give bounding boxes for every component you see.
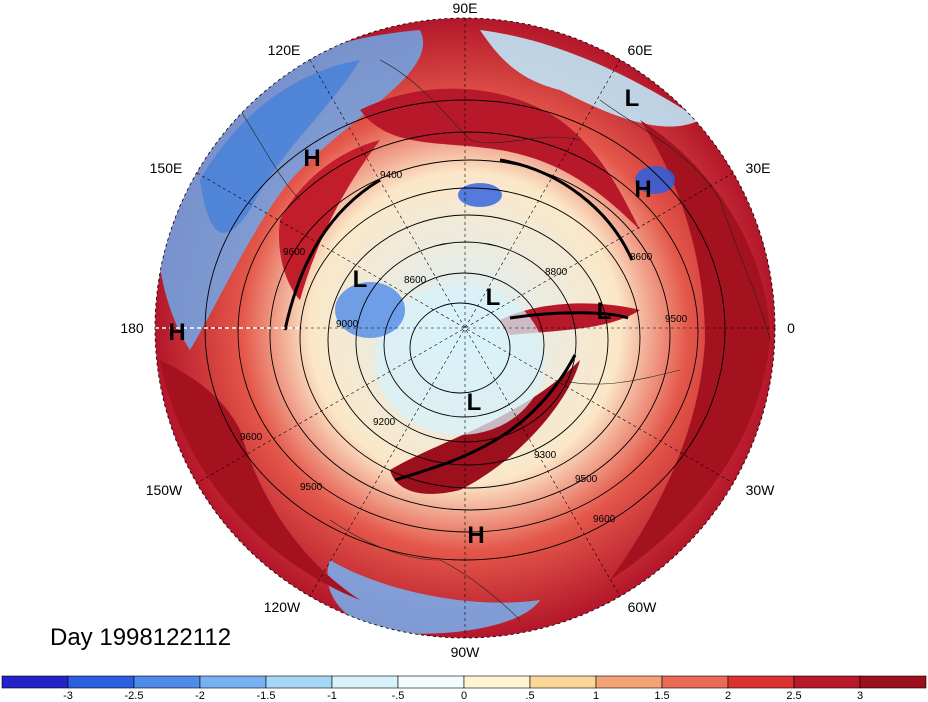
contour-label: 9500	[665, 314, 688, 325]
low-center-marker: L	[597, 298, 612, 325]
graticule	[155, 18, 775, 638]
colorbar-tick-label: -2	[195, 690, 205, 702]
low-center-marker: L	[486, 284, 501, 311]
colorbar-swatch	[661, 675, 729, 689]
contour-label: 9300	[534, 450, 557, 461]
colorbar-tick-label: 2.5	[786, 690, 801, 702]
lon-label-180: 180	[120, 320, 144, 336]
colorbar-swatch	[199, 675, 267, 689]
colorbar-tick-label: .5	[525, 690, 534, 702]
colorbar-swatch	[67, 675, 135, 689]
lon-label-30w: 30W	[746, 482, 776, 498]
colorbar-tick-label: -2.5	[125, 690, 144, 702]
colorbar-tick-label: 0	[461, 690, 467, 702]
low-center-marker: L	[625, 85, 640, 112]
lon-label-150e: 150E	[150, 160, 183, 176]
contour-labels: 9600 9400 8600 9000 9200 9300 9500 9600 …	[240, 170, 688, 525]
colorbar-tick-label: 1	[593, 690, 599, 702]
coastlines	[239, 59, 771, 621]
colorbar-tick-label: 1.5	[654, 690, 669, 702]
colorbar-tick-label: 2	[725, 690, 731, 702]
contour-label: 9500	[300, 482, 323, 493]
low-center-marker: L	[353, 266, 368, 293]
colorbar-swatch	[793, 675, 861, 689]
high-center-marker: H	[303, 145, 320, 172]
colorbar-swatch	[1, 675, 69, 689]
colorbar-swatch	[463, 675, 531, 689]
contour-label: 8800	[545, 267, 568, 278]
colorbar-tick-label: -.5	[392, 690, 405, 702]
lon-label-90w: 90W	[451, 644, 481, 660]
lon-label-60w: 60W	[628, 599, 658, 615]
lon-label-60e: 60E	[628, 42, 653, 58]
contour-label: 8600	[404, 275, 427, 286]
contour-label: 9600	[593, 514, 616, 525]
colorbar: -3 -2.5 -2 -1.5 -1 -.5 0 .5 1 1.5 2 2.5 3	[1, 675, 927, 702]
high-center-marker: H	[168, 319, 185, 346]
colorbar-swatch	[529, 675, 597, 689]
lon-label-90e: 90E	[453, 0, 478, 16]
colorbar-swatch	[595, 675, 663, 689]
colorbar-tick-label: -1.5	[257, 690, 276, 702]
lon-label-120e: 120E	[268, 42, 301, 58]
map-title: Day 1998122112	[50, 624, 231, 651]
colorbar-swatch	[859, 675, 927, 689]
height-contours	[204, 99, 726, 561]
contour-label: 9600	[240, 432, 263, 443]
colorbar-tick-label: -3	[63, 690, 73, 702]
contour-label: 9400	[380, 170, 403, 181]
colorbar-tick-label: -1	[327, 690, 337, 702]
longitude-labels: 90E 120E 60E 150E 30E 180 0 150W 30W 120…	[120, 0, 795, 660]
lon-label-120w: 120W	[264, 599, 301, 615]
colorbar-swatch	[397, 675, 465, 689]
colorbar-swatch	[133, 675, 201, 689]
lon-label-0: 0	[787, 320, 795, 336]
colorbar-swatch	[727, 675, 795, 689]
low-center-marker: L	[467, 389, 482, 416]
pressure-centers: H H H H L L L L L	[168, 85, 651, 549]
contour-label: 9500	[575, 474, 598, 485]
lon-label-150w: 150W	[146, 482, 183, 498]
colorbar-swatch	[265, 675, 333, 689]
lon-label-30e: 30E	[746, 160, 771, 176]
colorbar-tick-label: 3	[857, 690, 863, 702]
contour-label: 9000	[336, 319, 359, 330]
contour-label: 8600	[630, 252, 653, 263]
high-center-marker: H	[634, 176, 651, 203]
high-center-marker: H	[467, 522, 484, 549]
contour-label: 9200	[373, 417, 396, 428]
contour-label: 9600	[283, 247, 306, 258]
map-boundary	[154, 17, 776, 639]
colorbar-swatch	[331, 675, 399, 689]
